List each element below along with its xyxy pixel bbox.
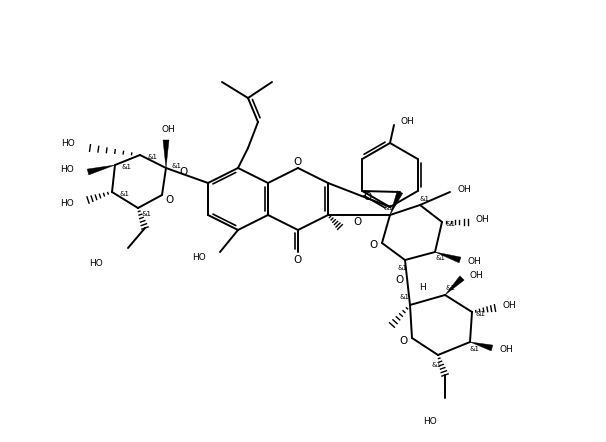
Text: &1: &1: [400, 294, 410, 300]
Text: O: O: [294, 255, 302, 265]
Text: HO: HO: [60, 199, 74, 209]
Polygon shape: [470, 342, 493, 351]
Text: &1: &1: [445, 285, 455, 291]
Text: OH: OH: [400, 117, 414, 126]
Text: OH: OH: [469, 271, 483, 279]
Text: O: O: [293, 157, 301, 167]
Text: &1: &1: [445, 221, 455, 227]
Text: &1: &1: [475, 311, 485, 317]
Text: HO: HO: [61, 140, 75, 149]
Text: O: O: [395, 275, 403, 285]
Text: HO: HO: [89, 259, 103, 268]
Text: OH: OH: [467, 258, 481, 267]
Text: OH: OH: [475, 216, 489, 225]
Text: OH: OH: [457, 184, 471, 194]
Text: H: H: [419, 283, 425, 293]
Text: HO: HO: [60, 164, 74, 174]
Text: &1: &1: [119, 191, 129, 197]
Text: O: O: [363, 192, 371, 202]
Text: &1: &1: [147, 154, 157, 160]
Polygon shape: [445, 276, 464, 295]
Text: &1: &1: [470, 346, 480, 352]
Text: OH: OH: [161, 126, 175, 134]
Text: O: O: [370, 240, 378, 250]
Text: &1: &1: [435, 255, 445, 261]
Text: &1: &1: [122, 164, 132, 170]
Text: O: O: [400, 336, 408, 346]
Text: HO: HO: [192, 254, 206, 263]
Polygon shape: [435, 252, 461, 263]
Text: OH: OH: [499, 346, 513, 354]
Text: &1: &1: [141, 211, 151, 217]
Text: &1: &1: [431, 362, 441, 368]
Text: &1: &1: [383, 205, 393, 211]
Text: &1: &1: [398, 265, 408, 271]
Text: O: O: [166, 195, 174, 205]
Text: OH: OH: [502, 301, 516, 310]
Text: O: O: [353, 217, 361, 227]
Polygon shape: [390, 191, 403, 215]
Text: &1: &1: [171, 163, 181, 169]
Polygon shape: [163, 140, 169, 168]
Text: O: O: [179, 167, 187, 177]
Text: HO: HO: [423, 416, 437, 426]
Text: &1: &1: [420, 196, 430, 202]
Polygon shape: [87, 165, 115, 175]
